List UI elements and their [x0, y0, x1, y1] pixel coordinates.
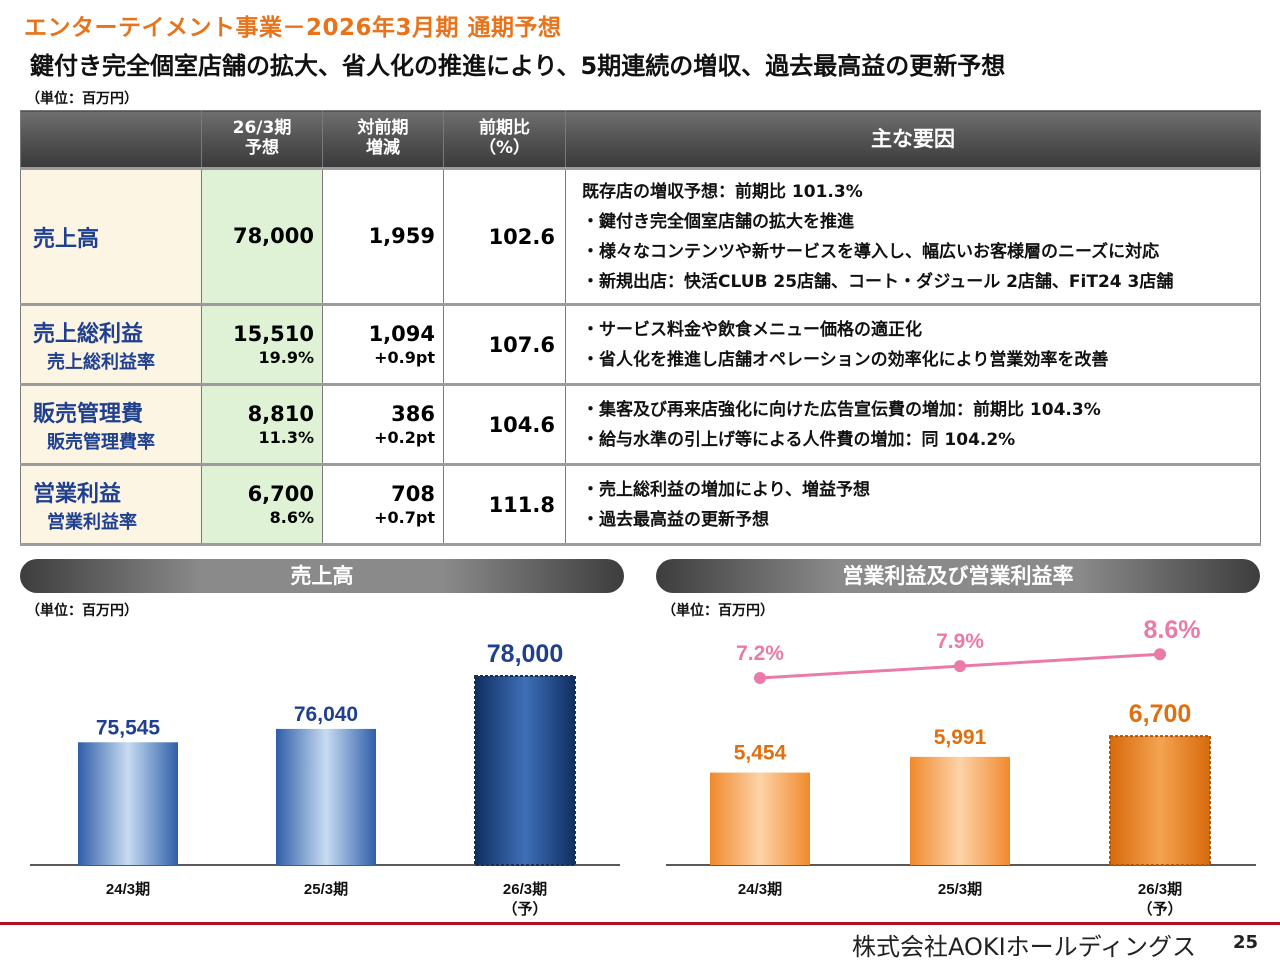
profit-chart: 5,454 24/3期 5,991 25/3期 6,700 26/3期 （予） 7.2% 7.9…	[666, 616, 1256, 918]
forecast-table: 26/3期 予想 対前期 増減 前期比 （%） 主な要因 売上高 78,000 1,9…	[20, 110, 1261, 546]
sales-bar	[78, 742, 178, 865]
profit-bar	[710, 772, 810, 865]
row-label: 売上総利益 売上総利益率	[20, 304, 202, 385]
sales-value-label: 76,040	[294, 703, 358, 726]
change-cell: 1,959	[322, 168, 444, 305]
ratio-cell: 107.6	[443, 304, 566, 385]
page-subtitle: 鍵付き完全個室店舗の拡大、省人化の推進により、5期連続の増収、過去最高益の更新予…	[30, 52, 1006, 80]
forecast-cell: 6,700 8.6%	[201, 464, 323, 545]
x-tick-label: 24/3期	[106, 880, 150, 898]
change-cell: 386 +0.2pt	[322, 384, 444, 465]
sales-chart-title: 売上高	[20, 559, 624, 593]
table-header-row: 26/3期 予想 対前期 増減 前期比 （%） 主な要因	[20, 110, 1261, 169]
forecast-note: （予）	[1137, 900, 1182, 918]
margin-point	[754, 672, 766, 684]
x-tick-label: 26/3期	[503, 880, 547, 898]
profit-value-label: 6,700	[1129, 700, 1192, 728]
x-tick-label: 25/3期	[304, 880, 348, 898]
company-name: 株式会社AOKIホールディングス	[851, 933, 1196, 960]
profit-chart-unit: （単位：百万円）	[662, 603, 774, 619]
x-tick-label: 26/3期	[1138, 880, 1182, 898]
ratio-cell: 102.6	[443, 168, 566, 305]
profit-value-label: 5,454	[734, 742, 787, 765]
factors-cell: 既存店の増収予想：前期比 101.3% ・鍵付き完全個室店舗の拡大を推進 ・様々…	[565, 168, 1261, 305]
margin-value-label: 8.6%	[1144, 616, 1201, 644]
table-row-sga: 販売管理費 販売管理費率 8,810 11.3% 386 +0.2pt 104.6 ・…	[20, 384, 1261, 465]
table-unit-label: （単位：百万円）	[26, 91, 138, 107]
sales-chart: 75,545 24/3期 76,040 25/3期 78,000 26/3期 （予）	[30, 640, 620, 918]
x-tick-label: 25/3期	[938, 880, 982, 898]
header-forecast: 26/3期 予想	[201, 110, 323, 169]
profit-chart-title: 営業利益及び営業利益率	[656, 559, 1260, 593]
row-label: 売上高	[20, 168, 202, 305]
table-row-sales: 売上高 78,000 1,959 102.6 既存店の増収予想：前期比 101.…	[20, 168, 1261, 305]
row-label: 営業利益 営業利益率	[20, 464, 202, 545]
sales-chart-unit: （単位：百万円）	[26, 603, 138, 619]
table-row-operating-profit: 営業利益 営業利益率 6,700 8.6% 708 +0.7pt 111.8 ・売上総…	[20, 464, 1261, 545]
profit-value-label: 5,991	[934, 726, 987, 749]
ratio-cell: 111.8	[443, 464, 566, 545]
ratio-cell: 104.6	[443, 384, 566, 465]
header-yoy-ratio: 前期比 （%）	[443, 110, 566, 169]
sales-bar	[474, 675, 576, 866]
header-yoy-change: 対前期 増減	[322, 110, 444, 169]
sales-value-label: 75,545	[96, 716, 161, 739]
forecast-cell: 15,510 19.9%	[201, 304, 323, 385]
profit-bar	[910, 756, 1010, 865]
row-label: 販売管理費 販売管理費率	[20, 384, 202, 465]
header-factors: 主な要因	[565, 110, 1261, 169]
sales-bar	[276, 728, 376, 865]
page-title: エンターテイメント事業－2026年3月期 通期予想	[24, 15, 562, 41]
change-cell: 708 +0.7pt	[322, 464, 444, 545]
margin-point	[1154, 648, 1166, 661]
change-cell: 1,094 +0.9pt	[322, 304, 444, 385]
factors-cell: ・サービス料金や飲食メニュー価格の適正化 ・省人化を推進し店舗オペレーションの効…	[565, 304, 1261, 385]
x-tick-label: 24/3期	[738, 880, 782, 898]
footer-divider	[0, 922, 1280, 925]
margin-value-label: 7.9%	[936, 630, 984, 653]
header-blank	[20, 110, 202, 169]
margin-value-label: 7.2%	[736, 642, 784, 665]
forecast-note: （予）	[502, 900, 547, 918]
profit-bar	[1109, 735, 1211, 866]
forecast-cell: 8,810 11.3%	[201, 384, 323, 465]
factors-cell: ・売上総利益の増加により、増益予想 ・過去最高益の更新予想	[565, 464, 1261, 545]
forecast-cell: 78,000	[201, 168, 323, 305]
table-row-gross-profit: 売上総利益 売上総利益率 15,510 19.9% 1,094 +0.9pt 107.…	[20, 304, 1261, 385]
page-number: 25	[1232, 932, 1258, 953]
factors-cell: ・集客及び再来店強化に向けた広告宣伝費の増加：前期比 104.3% ・給与水準の…	[565, 384, 1261, 465]
margin-point	[954, 660, 966, 673]
sales-value-label: 78,000	[487, 640, 563, 668]
